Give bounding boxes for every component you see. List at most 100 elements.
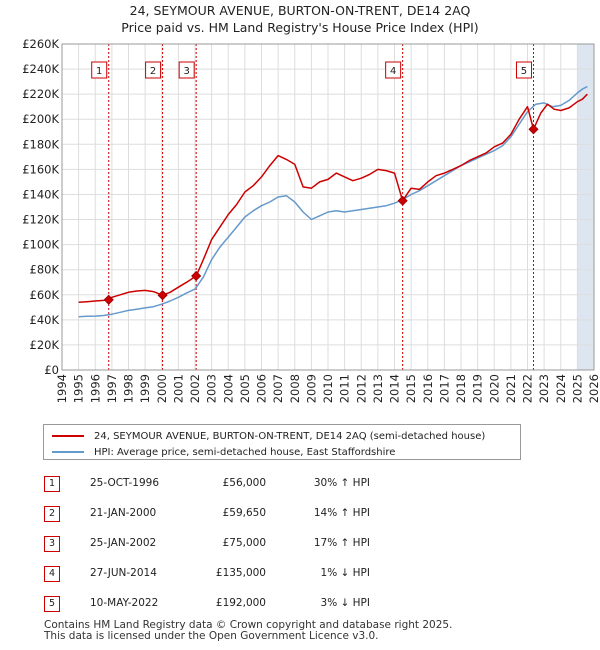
sale-marker-box	[91, 61, 108, 79]
y-tick-label: £140K	[22, 187, 59, 201]
legend-label-hpi: HPI: Average price, semi-detached house,…	[94, 446, 396, 458]
x-tick-label: 2008	[288, 374, 302, 403]
sale-point	[157, 290, 168, 301]
x-tick-label: 2001	[171, 374, 185, 403]
y-tick-label: £100K	[22, 238, 59, 252]
y-tick-label: £60K	[30, 288, 60, 302]
x-tick-label: 2025	[570, 374, 584, 403]
legend-item-hpi: HPI: Average price, semi-detached house,…	[52, 444, 395, 460]
sale-row: 2 21-JAN-2000 £59,650 14% ↑ HPI	[44, 506, 404, 522]
sale-date: 25-OCT-1996	[90, 477, 159, 489]
sale-date: 10-MAY-2022	[90, 597, 159, 609]
sale-hpi-diff: 17% ↑ HPI	[313, 537, 370, 549]
x-tick-label: 2012	[354, 374, 368, 403]
sale-number-badge: 4	[44, 566, 60, 582]
x-tick-label: 2022	[521, 374, 535, 403]
footer-copyright: Contains HM Land Registry data © Crown c…	[44, 619, 453, 631]
sale-price: £135,000	[215, 567, 266, 579]
x-tick-label: 2000	[155, 374, 169, 403]
sale-date: 27-JUN-2014	[90, 567, 157, 579]
sale-price: £192,000	[215, 597, 266, 609]
x-tick-label: 1994	[55, 374, 69, 403]
sale-number-badge: 5	[44, 596, 60, 612]
price-chart: 1 2 3 4 5 £0 £20K £40K £60K £80K £100K £120K £140K £…	[22, 37, 600, 403]
sale-marker-label: 4	[390, 66, 396, 77]
legend: 24, SEYMOUR AVENUE, BURTON-ON-TRENT, DE1…	[43, 424, 521, 460]
sale-marker-box	[178, 61, 195, 79]
x-tick-label: 1996	[88, 374, 102, 403]
sale-marker-label: 5	[521, 66, 527, 77]
sale-hpi-diff: 30% ↑ HPI	[313, 477, 370, 489]
y-tick-label: £160K	[22, 162, 59, 176]
legend-item-property: 24, SEYMOUR AVENUE, BURTON-ON-TRENT, DE1…	[52, 428, 485, 444]
sale-hpi-diff: 3% ↓ HPI	[320, 597, 370, 609]
y-tick-label: £120K	[22, 213, 59, 227]
x-tick-label: 1997	[105, 374, 119, 403]
sale-point	[397, 195, 408, 206]
x-tick-label: 2023	[537, 374, 551, 403]
x-tick-label: 2011	[338, 374, 352, 403]
y-tick-label: £260K	[22, 37, 59, 51]
y-tick-label: £200K	[22, 112, 59, 126]
x-tick-label: 2002	[188, 374, 202, 403]
y-tick-label: £0	[44, 363, 59, 377]
footer: Contains HM Land Registry data © Crown c…	[44, 620, 452, 642]
sale-marker-label: 1	[96, 66, 102, 77]
x-tick-label: 2018	[454, 374, 468, 403]
sale-hpi-diff: 14% ↑ HPI	[313, 507, 370, 519]
x-tick-label: 2004	[221, 374, 235, 403]
forecast-shade	[577, 44, 594, 370]
sale-marker-box	[145, 61, 162, 79]
sale-number-badge: 3	[44, 536, 60, 552]
x-tick-label: 2005	[238, 374, 252, 403]
x-tick-label: 2024	[554, 374, 568, 403]
x-tick-label: 2003	[205, 374, 219, 403]
y-tick-label: £240K	[22, 62, 59, 76]
chart-title: 24, SEYMOUR AVENUE, BURTON-ON-TRENT, DE1…	[129, 3, 471, 18]
sale-number-badge: 1	[44, 476, 60, 492]
hpi-line	[78, 85, 588, 318]
sale-point	[103, 294, 114, 305]
x-tick-label: 1998	[122, 374, 136, 403]
sale-price: £75,000	[222, 537, 266, 549]
sale-date: 25-JAN-2002	[90, 537, 157, 549]
y-tick-label: £20K	[30, 338, 60, 352]
legend-label-property: 24, SEYMOUR AVENUE, BURTON-ON-TRENT, DE1…	[94, 430, 486, 442]
x-tick-label: 2013	[371, 374, 385, 403]
y-tick-label: £180K	[22, 137, 59, 151]
x-tick-label: 2010	[321, 374, 335, 403]
y-tick-label: £220K	[22, 87, 59, 101]
sale-row: 3 25-JAN-2002 £75,000 17% ↑ HPI	[44, 536, 404, 552]
sale-row: 5 10-MAY-2022 £192,000 3% ↓ HPI	[44, 596, 404, 612]
footer-licence: This data is licensed under the Open Gov…	[44, 630, 379, 642]
sale-marker-box	[385, 61, 402, 79]
x-tick-label: 1999	[138, 374, 152, 403]
y-tick-label: £80K	[30, 263, 60, 277]
x-tick-label: 2009	[304, 374, 318, 403]
sale-marker-label: 3	[183, 66, 189, 77]
sale-number-badge: 2	[44, 506, 60, 522]
chart-title-block: 24, SEYMOUR AVENUE, BURTON-ON-TRENT, DE1…	[0, 2, 600, 36]
x-tick-label: 2014	[388, 374, 402, 403]
legend-swatch-hpi	[52, 451, 84, 453]
legend-swatch-property	[52, 435, 84, 437]
sale-price: £59,650	[222, 507, 266, 519]
x-tick-label: 2016	[421, 374, 435, 403]
x-tick-label: 2021	[504, 374, 518, 403]
chart-subtitle: Price paid vs. HM Land Registry's House …	[121, 20, 479, 35]
sale-price: £56,000	[222, 477, 266, 489]
x-tick-label: 2007	[271, 374, 285, 403]
x-tick-label: 1995	[72, 374, 86, 403]
x-tick-label: 2026	[587, 374, 600, 403]
sale-point	[191, 270, 202, 282]
x-tick-label: 2006	[255, 374, 269, 403]
sale-point	[528, 124, 539, 135]
sale-marker-label: 2	[150, 66, 156, 77]
x-tick-label: 2017	[437, 374, 451, 403]
x-tick-label: 2020	[487, 374, 501, 403]
plot-frame	[61, 43, 595, 371]
sale-hpi-diff: 1% ↓ HPI	[320, 567, 370, 579]
sale-date: 21-JAN-2000	[90, 507, 157, 519]
x-tick-label: 2015	[404, 374, 418, 403]
y-tick-label: £40K	[30, 313, 60, 327]
